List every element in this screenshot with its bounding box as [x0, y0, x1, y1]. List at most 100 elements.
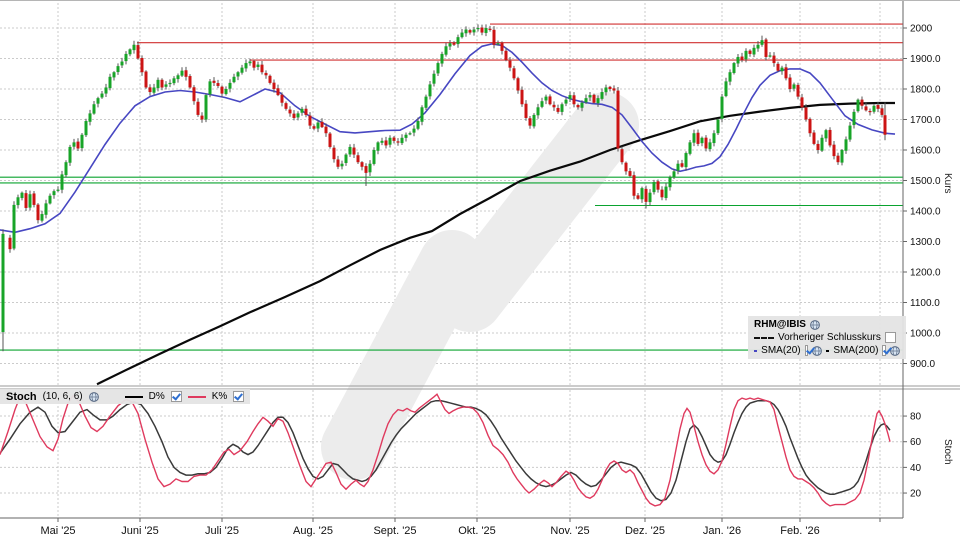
price-tick-label: 1200.0	[910, 268, 941, 279]
candle-body	[548, 96, 552, 105]
candle-body	[52, 191, 56, 196]
candle-body	[556, 107, 560, 112]
candle-body	[408, 133, 412, 135]
candle-body	[464, 29, 468, 34]
candle-body	[340, 163, 344, 167]
candle-body	[352, 147, 356, 155]
candle-body	[28, 194, 32, 208]
candle-body	[684, 153, 688, 168]
candle-body	[732, 63, 736, 73]
candle-body	[676, 163, 680, 171]
stoch-axis-title: Stoch	[942, 439, 953, 465]
candle-body	[460, 32, 464, 38]
candle-body	[868, 110, 872, 113]
candle-body	[208, 81, 212, 95]
candle-body	[748, 50, 752, 54]
candle-body	[288, 109, 292, 114]
prev-close-line-sample	[754, 336, 774, 339]
candle-body	[712, 133, 716, 144]
sma200-checkbox[interactable]	[882, 345, 886, 356]
candle-body	[856, 99, 860, 112]
candle-body	[336, 159, 340, 167]
candle-body	[392, 137, 396, 141]
sma20-line	[0, 43, 896, 234]
candle-body	[240, 67, 244, 73]
candle-body	[144, 71, 148, 88]
k-checkbox[interactable]	[233, 391, 245, 402]
candle-body	[176, 75, 180, 80]
candle-body	[124, 53, 128, 62]
candle-body	[196, 101, 200, 115]
candle-body	[136, 45, 140, 59]
candle-body	[296, 113, 300, 118]
globe-icon[interactable]	[88, 391, 99, 402]
candle-body	[332, 147, 336, 160]
stoch-title: Stoch	[6, 390, 37, 403]
candle-body	[568, 95, 572, 100]
candle-body	[228, 82, 232, 89]
candle-body	[824, 130, 828, 139]
prev-close-label: Vorheriger Schlusskurs	[778, 332, 881, 343]
candle-body	[876, 105, 880, 109]
candle-body	[768, 55, 772, 57]
candle-body	[72, 142, 76, 147]
candle-body	[784, 67, 788, 79]
candle-body	[564, 99, 568, 104]
candle-body	[552, 104, 556, 108]
candle-body	[524, 103, 528, 118]
candle-body	[544, 96, 548, 101]
candle-body	[512, 68, 516, 79]
candle-body	[160, 79, 164, 88]
price-axis-title: Kurs	[942, 173, 953, 194]
candle-body	[672, 171, 676, 178]
globe-icon[interactable]	[890, 345, 900, 356]
candle-body	[388, 137, 392, 145]
candle-body	[380, 140, 384, 143]
price-legend: RHM@IBIS Vorheriger Schlusskurs SMA(20) …	[748, 316, 906, 359]
k-line-sample	[187, 395, 206, 398]
price-tick-label: 1400.0	[910, 207, 941, 218]
candle-body	[192, 87, 196, 102]
candle-body	[664, 186, 668, 198]
watermark-logo	[321, 230, 485, 480]
candle-body	[416, 121, 420, 129]
x-axis-label: Okt. '25	[458, 525, 496, 537]
candle-body	[396, 141, 400, 143]
candle-body	[624, 162, 628, 172]
globe-icon[interactable]	[810, 319, 820, 330]
candle-body	[156, 79, 160, 89]
sma20-checkbox[interactable]	[804, 345, 809, 356]
d-checkbox[interactable]	[170, 391, 182, 402]
sma20-line-sample	[754, 349, 758, 352]
candle-body	[264, 72, 268, 76]
stoch-tick-label: 80	[910, 412, 922, 423]
candle-body	[344, 154, 348, 163]
prev-close-checkbox[interactable]	[884, 332, 896, 343]
stoch-tick-label: 40	[910, 463, 922, 474]
candle-body	[256, 64, 260, 67]
candle-body	[528, 118, 532, 126]
candle-body	[204, 95, 208, 120]
candle-body	[508, 60, 512, 68]
candle-body	[44, 203, 48, 215]
candle-body	[840, 150, 844, 163]
candle-body	[628, 171, 632, 176]
candle-body	[788, 77, 792, 89]
stoch-tick-label: 20	[910, 489, 922, 500]
sma20-label: SMA(20)	[761, 345, 801, 356]
candle-body	[432, 73, 436, 84]
candle-body	[608, 86, 612, 89]
sma200-label: SMA(200)	[833, 345, 879, 356]
candle-body	[328, 133, 332, 147]
sma200-line-sample	[826, 349, 830, 352]
candle-body	[592, 94, 596, 103]
candle-body	[456, 37, 460, 45]
candle-body	[480, 27, 484, 33]
candle-body	[652, 182, 656, 193]
candle-body	[364, 166, 368, 173]
candle-body	[8, 237, 12, 250]
price-tick-label: 1000.0	[910, 329, 941, 340]
candle-body	[12, 204, 16, 249]
